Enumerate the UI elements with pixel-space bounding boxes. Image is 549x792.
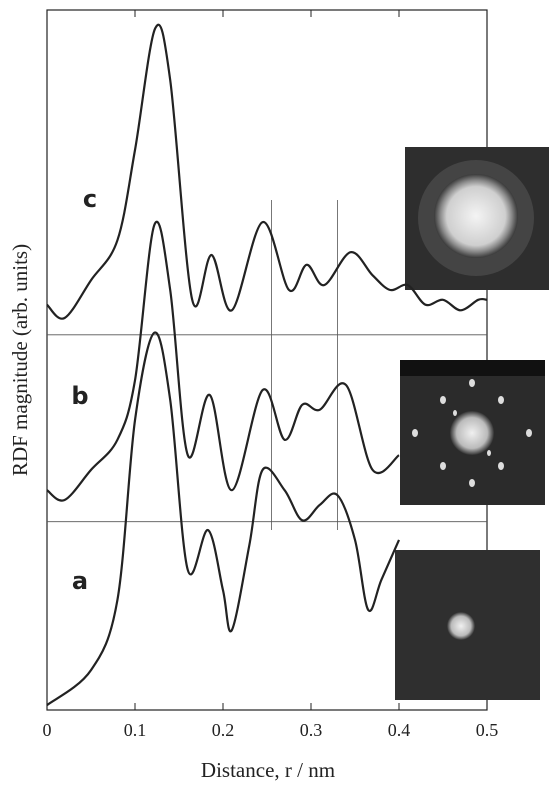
x-tick-label: 0: [43, 720, 52, 740]
x-tick-label: 0.1: [124, 720, 147, 740]
rdf-curve: [47, 222, 399, 501]
x-tick-label: 0.2: [212, 720, 235, 740]
inset-a: [395, 550, 540, 700]
x-axis-label: Distance, r / nm: [201, 758, 335, 782]
inset-b: [400, 360, 545, 505]
y-axis-label: RDF magnitude (arb. units): [8, 244, 32, 476]
series-label: c: [83, 185, 97, 213]
inset-c: [405, 147, 549, 290]
series-label: a: [72, 567, 88, 595]
rdf-curve: [47, 332, 399, 705]
x-tick-label: 0.5: [476, 720, 499, 740]
chart: Distance, r / nm RDF magnitude (arb. uni…: [0, 0, 549, 792]
series-label: b: [71, 382, 88, 410]
x-tick-label: 0.4: [388, 720, 411, 740]
x-tick-label: 0.3: [300, 720, 323, 740]
